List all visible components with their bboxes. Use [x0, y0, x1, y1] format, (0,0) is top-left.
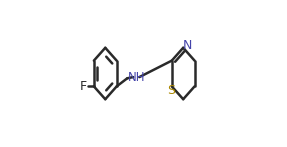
- Text: F: F: [80, 80, 87, 93]
- Text: N: N: [183, 39, 192, 52]
- Text: NH: NH: [128, 71, 145, 84]
- Text: S: S: [167, 84, 175, 97]
